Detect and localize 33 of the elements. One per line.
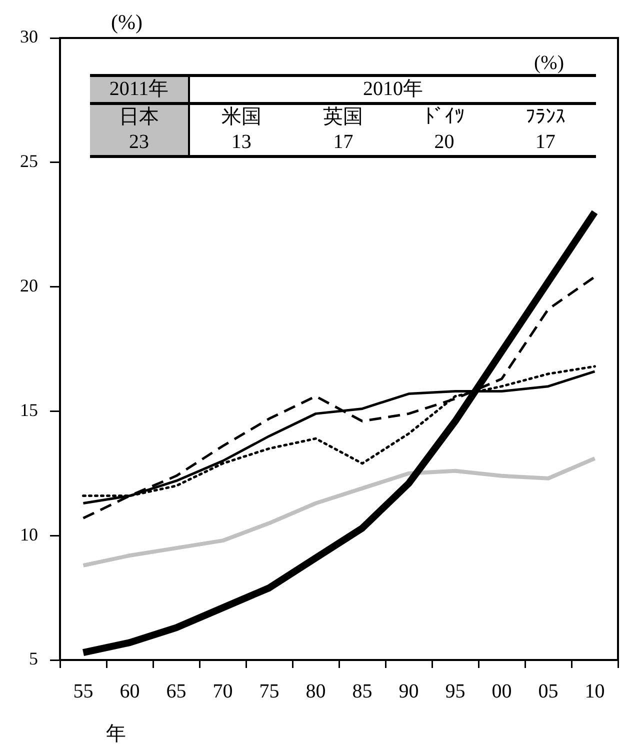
x-tick-label: 00 [492,680,512,702]
x-tick-label: 05 [538,680,558,702]
x-tick-label: 65 [166,680,186,702]
y-tick-label: 5 [29,648,38,669]
annotation: 英国 [322,105,364,130]
x-tick-label: 95 [445,680,466,702]
y-tick-label: 30 [20,26,38,47]
x-tick-label: 70 [212,680,233,702]
x-axis-title: 年 [106,722,126,747]
annotation: 日本 [90,104,189,130]
annotation: ﾄﾞｲﾂ [423,105,466,130]
annotation: ﾌﾗﾝｽ [524,105,566,130]
x-tick-label: 80 [306,680,326,702]
annotation: 20 [433,130,456,155]
x-tick-label: 90 [398,680,419,702]
y-axis-title: (%) [111,10,142,35]
annotation: 2011年 [90,76,189,104]
annotation: 米国 [220,105,262,130]
y-tick-label: 25 [20,151,38,172]
annotation: 17 [332,130,354,155]
y-tick-label: 10 [20,524,38,544]
y-tick-label: 20 [20,276,38,296]
annotation: 2010年 [362,77,424,102]
annotation: (%) [533,52,565,74]
x-tick-label: 60 [120,680,140,702]
y-tick-label: 15 [20,400,38,420]
x-tick-label: 85 [352,680,372,702]
x-tick-label: 75 [259,680,280,702]
annotation: 17 [534,130,556,155]
annotation: 13 [230,130,252,155]
annotation: 23 [90,130,189,156]
x-tick-label: 10 [584,680,605,702]
x-tick-label: 55 [73,680,94,702]
